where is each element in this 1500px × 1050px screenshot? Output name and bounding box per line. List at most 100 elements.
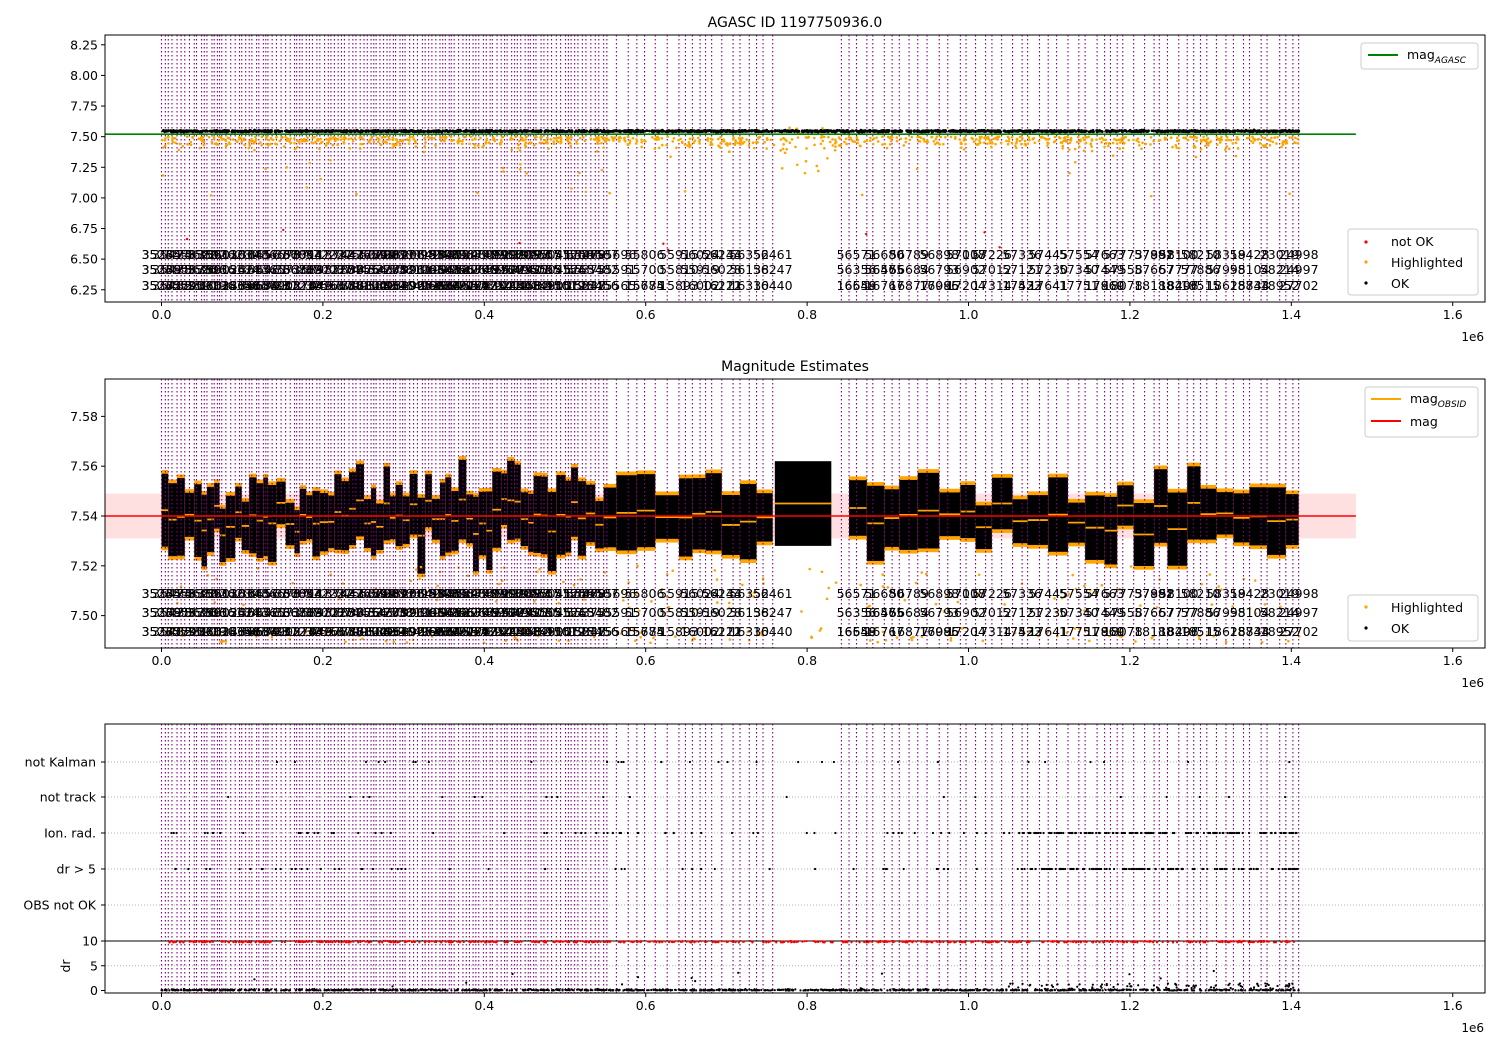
- ok-point: [959, 128, 962, 132]
- not-ok-point: [662, 242, 665, 245]
- obsid-label: 27702: [1279, 624, 1319, 639]
- obsid-label: 16440: [753, 624, 793, 639]
- panel-magnitude-xtick-label: 1.2: [1120, 653, 1140, 668]
- ok-point: [732, 129, 736, 133]
- highlighted-point: [201, 135, 205, 139]
- highlighted-point: [238, 135, 241, 139]
- highlighted-point: [260, 135, 264, 139]
- ok-point: [569, 129, 573, 133]
- highlighted-point: [1234, 154, 1238, 158]
- highlighted-point: [1007, 137, 1011, 140]
- highlighted-point: [916, 135, 919, 139]
- highlighted-point: [476, 144, 480, 147]
- highlighted-point: [796, 163, 799, 167]
- ok-point: [1199, 129, 1203, 133]
- highlighted-point: [754, 141, 758, 144]
- highlighted-point: [819, 136, 823, 139]
- highlighted-point: [339, 138, 343, 141]
- highlighted-point: [1264, 143, 1267, 147]
- ok-point: [316, 129, 320, 133]
- ok-point: [927, 130, 930, 133]
- highlighted-point: [532, 143, 536, 147]
- highlighted-point: [1020, 142, 1023, 146]
- highlighted-point: [359, 142, 362, 146]
- highlighted-point: [612, 139, 615, 142]
- highlighted-point: [1068, 141, 1072, 145]
- highlighted-point: [327, 138, 330, 142]
- highlighted-point: [910, 135, 914, 139]
- highlighted-point: [997, 135, 1001, 139]
- ok-point: [332, 129, 336, 133]
- highlighted-point: [254, 135, 257, 138]
- highlighted-point: [628, 141, 632, 145]
- highlighted-point: [305, 186, 309, 189]
- ok-point: [984, 129, 988, 133]
- flag-point: [432, 831, 435, 835]
- ok-point: [794, 128, 798, 132]
- flag-point: [1102, 760, 1106, 764]
- highlighted-point: [834, 581, 838, 584]
- highlighted-point: [1082, 138, 1086, 142]
- highlighted-point: [381, 140, 385, 143]
- highlighted-point: [339, 135, 343, 139]
- highlighted-point: [1068, 148, 1071, 151]
- highlighted-point: [926, 139, 929, 142]
- highlighted-point: [242, 138, 246, 142]
- highlighted-point: [1164, 137, 1168, 140]
- highlighted-point: [904, 137, 908, 140]
- highlighted-point: [734, 141, 737, 145]
- highlighted-point: [876, 640, 880, 644]
- highlighted-point: [197, 137, 201, 141]
- highlighted-point: [578, 171, 581, 175]
- highlighted-point: [888, 136, 892, 140]
- highlighted-point: [1144, 142, 1147, 146]
- highlighted-point: [336, 143, 340, 147]
- ok-point: [788, 130, 792, 134]
- flag-point: [1198, 795, 1201, 799]
- ok-point: [539, 130, 543, 134]
- ok-point: [717, 129, 721, 133]
- highlighted-point: [557, 639, 561, 642]
- highlighted-point: [839, 144, 842, 148]
- highlighted-point: [982, 141, 986, 144]
- highlighted-point: [1061, 144, 1065, 148]
- highlighted-point: [600, 168, 604, 172]
- highlighted-point: [671, 140, 675, 143]
- highlighted-point: [977, 573, 981, 577]
- ok-point: [404, 128, 408, 132]
- highlighted-point: [519, 162, 522, 166]
- highlighted-point: [1079, 139, 1082, 143]
- ok-point: [937, 129, 941, 133]
- ok-point: [500, 130, 504, 134]
- highlighted-point: [236, 140, 239, 143]
- highlighted-point: [318, 147, 321, 151]
- flag-point: [1044, 760, 1047, 764]
- flag-point: [584, 831, 587, 835]
- highlighted-point: [212, 135, 216, 139]
- highlighted-point: [501, 135, 505, 139]
- ok-point: [941, 129, 945, 132]
- ok-point: [813, 129, 817, 133]
- highlighted-point: [562, 580, 565, 584]
- highlighted-point: [724, 142, 728, 146]
- highlighted-point: [333, 136, 336, 140]
- highlighted-point: [992, 137, 996, 140]
- panel-magnitude-xtick-label: 0.0: [152, 653, 172, 668]
- highlighted-point: [856, 138, 860, 142]
- ok-point: [1098, 129, 1102, 133]
- highlighted-point: [671, 569, 675, 572]
- highlighted-point: [516, 146, 520, 150]
- highlighted-point: [350, 137, 353, 140]
- highlighted-point: [379, 143, 383, 147]
- flag-point: [700, 831, 703, 835]
- highlighted-point: [319, 141, 323, 145]
- highlighted-point: [719, 141, 722, 145]
- highlighted-point: [331, 143, 335, 147]
- highlighted-point: [1087, 135, 1090, 139]
- highlighted-point: [610, 135, 614, 139]
- highlighted-point: [1174, 144, 1178, 147]
- highlighted-point: [657, 146, 661, 150]
- ok-point: [1141, 129, 1144, 133]
- ok-point: [1224, 130, 1228, 134]
- highlighted-point: [210, 140, 214, 144]
